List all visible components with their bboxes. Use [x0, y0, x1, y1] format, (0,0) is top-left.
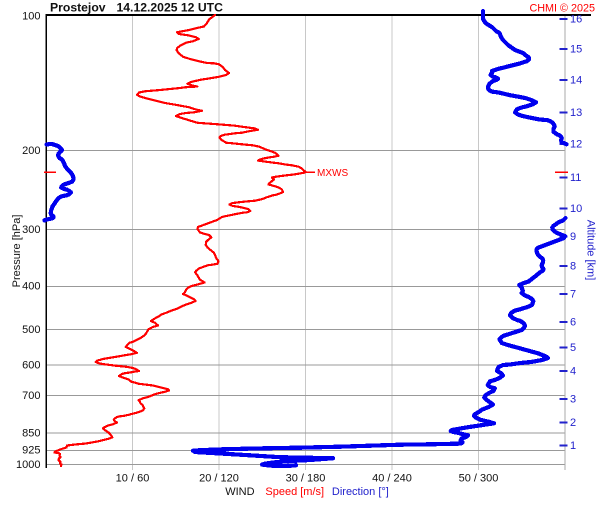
svg-text:925: 925	[22, 444, 40, 456]
svg-text:15: 15	[570, 44, 582, 56]
svg-text:100: 100	[22, 11, 40, 23]
svg-text:20 / 120: 20 / 120	[199, 473, 239, 485]
svg-text:200: 200	[22, 145, 40, 157]
svg-text:400: 400	[22, 280, 40, 292]
svg-text:Prostejov: Prostejov	[50, 1, 106, 15]
svg-text:9: 9	[570, 231, 576, 243]
svg-text:MXWS: MXWS	[317, 168, 348, 179]
svg-text:300: 300	[22, 224, 40, 236]
svg-text:8: 8	[570, 261, 576, 273]
svg-text:CHMI © 2025: CHMI © 2025	[529, 2, 595, 14]
svg-text:12: 12	[570, 139, 582, 151]
svg-text:6: 6	[570, 317, 576, 329]
svg-text:3: 3	[570, 394, 576, 406]
svg-text:1: 1	[570, 440, 576, 452]
svg-text:40 / 240: 40 / 240	[372, 473, 412, 485]
svg-text:500: 500	[22, 324, 40, 336]
svg-text:10: 10	[570, 203, 582, 215]
svg-text:850: 850	[22, 428, 40, 440]
svg-text:Altitude [km]: Altitude [km]	[585, 220, 597, 281]
svg-text:7: 7	[570, 289, 576, 301]
svg-text:Speed [m/s]: Speed [m/s]	[265, 486, 324, 498]
svg-text:10 / 60: 10 / 60	[116, 473, 150, 485]
svg-text:11: 11	[570, 172, 581, 184]
svg-text:1000: 1000	[16, 459, 40, 471]
svg-text:4: 4	[570, 366, 576, 378]
svg-text:600: 600	[22, 360, 40, 372]
svg-text:16: 16	[570, 14, 582, 26]
svg-text:14: 14	[570, 75, 582, 87]
svg-text:Direction [°]: Direction [°]	[332, 486, 389, 498]
svg-text:700: 700	[22, 390, 40, 402]
svg-text:2: 2	[570, 417, 576, 429]
svg-text:Pressure [hPa]: Pressure [hPa]	[11, 215, 23, 288]
svg-text:30 / 180: 30 / 180	[286, 473, 326, 485]
svg-text:5: 5	[570, 342, 576, 354]
svg-text:50 / 300: 50 / 300	[459, 473, 499, 485]
svg-text:WIND: WIND	[225, 486, 254, 498]
svg-text:13: 13	[570, 107, 582, 119]
svg-text:14.12.2025 12 UTC: 14.12.2025 12 UTC	[117, 1, 224, 15]
